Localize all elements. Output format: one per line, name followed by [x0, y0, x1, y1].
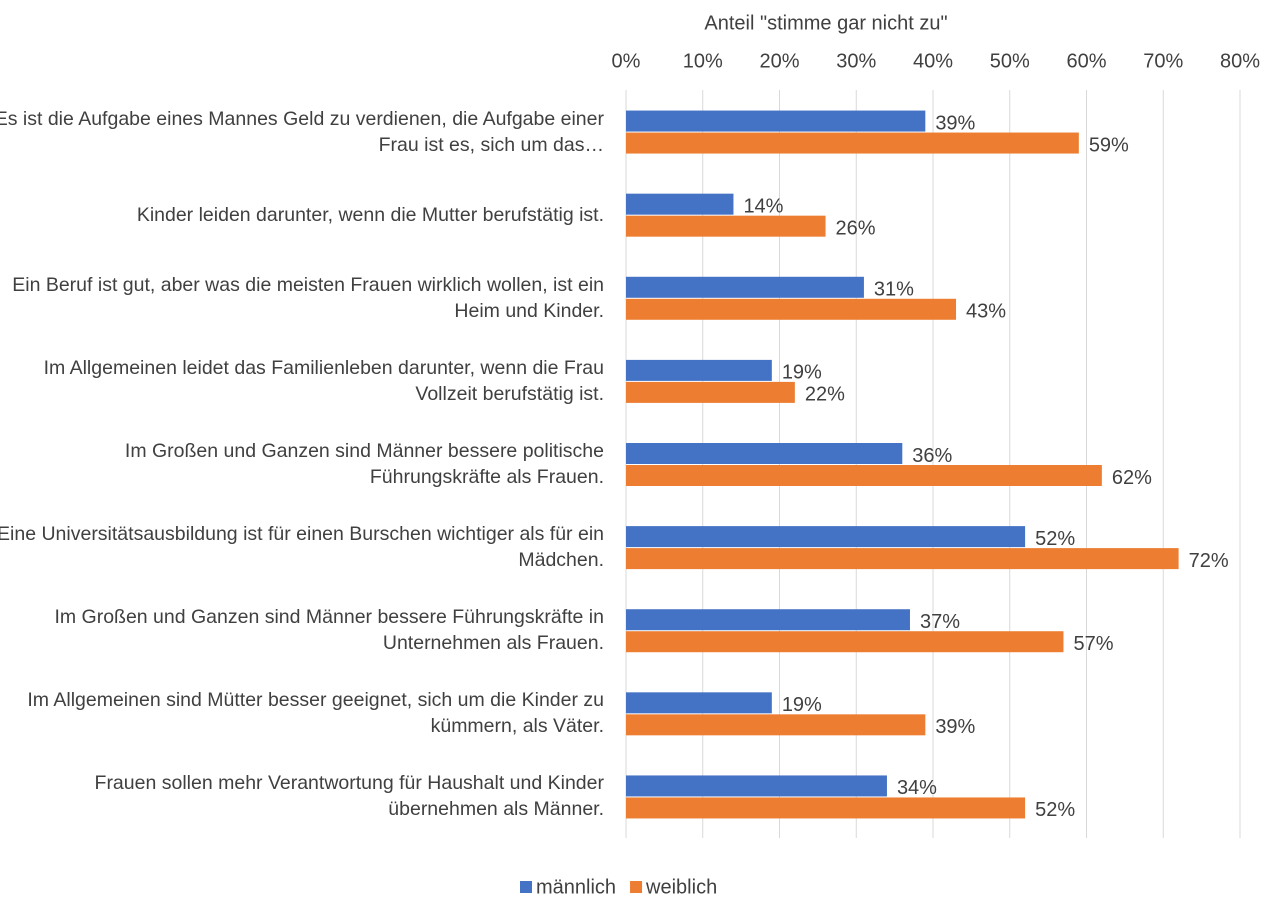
bar: [626, 276, 864, 298]
x-tick-label: 70%: [1143, 50, 1183, 72]
category-label: Kinder leiden darunter, wenn die Mutter …: [136, 203, 604, 226]
bar: [626, 631, 1064, 653]
value-label: 52%: [1035, 799, 1075, 821]
bar: [626, 193, 734, 215]
value-label: 37%: [920, 611, 960, 633]
value-label: 39%: [935, 112, 975, 134]
value-label: 34%: [897, 777, 937, 799]
category-label: Eine Universitätsausbildung ist für eine…: [0, 523, 604, 572]
bar: [626, 215, 826, 237]
bar: [626, 359, 772, 381]
legend-swatch: [630, 881, 643, 893]
bar: [626, 797, 1026, 819]
x-tick-label: 50%: [990, 50, 1030, 72]
x-tick-label: 30%: [836, 50, 876, 72]
value-label: 39%: [935, 716, 975, 738]
bar: [626, 298, 957, 320]
value-label: 19%: [782, 694, 822, 716]
x-tick-label: 80%: [1220, 50, 1260, 72]
value-label: 52%: [1035, 528, 1075, 550]
value-label: 62%: [1112, 467, 1152, 489]
legend-label: männlich: [536, 876, 616, 898]
axis-title: Anteil "stimme gar nicht zu": [704, 12, 947, 34]
value-label: 14%: [743, 195, 783, 217]
x-tick-label: 0%: [612, 50, 641, 72]
category-label: Ein Beruf ist gut, aber was die meisten …: [12, 273, 604, 322]
value-label: 19%: [782, 362, 822, 384]
category-label: Frauen sollen mehr Verantwortung für Hau…: [94, 772, 604, 821]
bar: [626, 609, 910, 631]
bar: [626, 132, 1079, 154]
bar: [626, 526, 1026, 548]
value-label: 59%: [1089, 134, 1129, 156]
category-label: Im Großen und Ganzen sind Männer bessere…: [54, 606, 604, 655]
category-label: Im Allgemeinen sind Mütter besser geeign…: [27, 689, 604, 738]
value-label: 26%: [836, 217, 876, 239]
category-label: Im Großen und Ganzen sind Männer bessere…: [124, 440, 604, 488]
bar: [626, 381, 795, 403]
bar: [626, 443, 903, 464]
x-tick-label: 40%: [913, 50, 953, 72]
x-tick-label: 60%: [1066, 50, 1106, 72]
legend-label: weiblich: [645, 876, 717, 898]
category-label: Es ist die Aufgabe eines Mannes Geld zu …: [0, 107, 604, 156]
value-label: 43%: [966, 301, 1006, 323]
value-label: 36%: [912, 445, 952, 467]
value-label: 57%: [1073, 633, 1113, 655]
bar: [626, 775, 887, 797]
bar: [626, 110, 926, 132]
value-label: 22%: [805, 384, 845, 406]
x-tick-label: 10%: [683, 50, 723, 72]
value-label: 31%: [874, 279, 914, 301]
x-tick-label: 20%: [759, 50, 799, 72]
legend-swatch: [520, 881, 532, 893]
category-label: Im Allgemeinen leidet das Familienleben …: [43, 356, 604, 405]
bar: [626, 692, 772, 714]
bar: [626, 548, 1179, 570]
bar: [626, 714, 926, 736]
value-label: 72%: [1189, 550, 1229, 572]
bar: [626, 465, 1102, 486]
